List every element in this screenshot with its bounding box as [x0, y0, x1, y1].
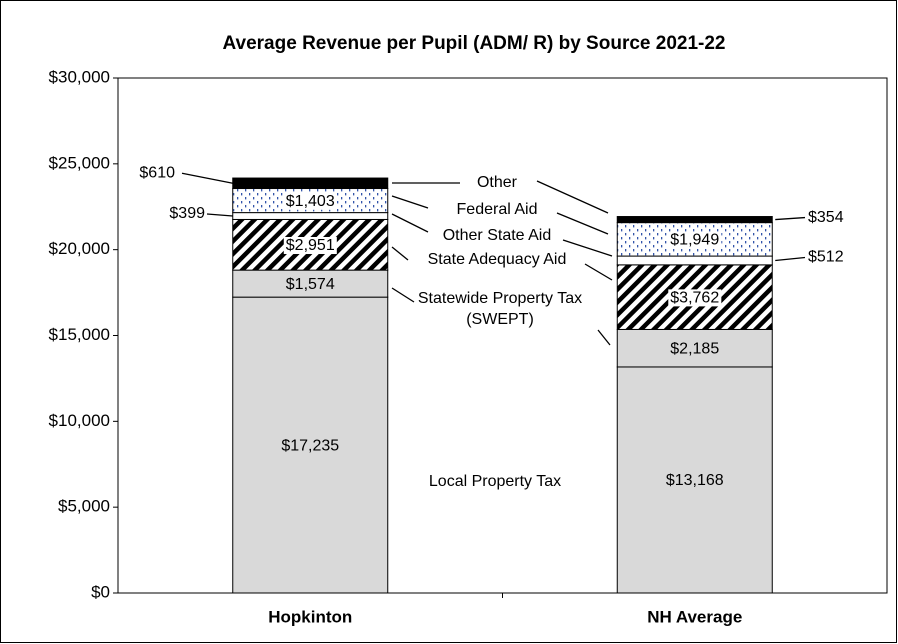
label-bg [668, 289, 722, 307]
value-label: $2,185 [670, 340, 719, 357]
value-label: $17,235 [281, 437, 339, 454]
value-label: $399 [169, 205, 205, 222]
chart-title: Average Revenue per Pupil (ADM/ R) by So… [223, 33, 726, 54]
value-label: $1,403 [286, 193, 335, 210]
bar-segment [232, 212, 389, 220]
value-label-group: $1,574 [286, 276, 335, 293]
y-tick-label: $10,000 [49, 411, 110, 430]
value-label: $2,951 [286, 237, 335, 254]
y-tick-label: $30,000 [49, 67, 110, 86]
y-tick-label: $0 [91, 582, 110, 601]
bar-segment [232, 177, 389, 190]
y-tick-label: $20,000 [49, 239, 110, 258]
value-label-group: $2,185 [670, 340, 719, 357]
y-tick-label: $15,000 [49, 325, 110, 344]
leader-line [206, 213, 233, 217]
bar-segment [616, 366, 773, 594]
bar-segment [616, 328, 773, 368]
value-label-group: $17,235 [281, 437, 339, 454]
value-label: $610 [139, 165, 175, 182]
bar-segment [232, 296, 389, 594]
label-bg [283, 237, 337, 255]
label-bg [668, 231, 722, 249]
leader-line [181, 172, 233, 184]
series-label-text: Statewide Property Tax (SWEPT) [417, 290, 583, 328]
series-label: Federal Aid [457, 201, 538, 218]
series-label: Other [477, 174, 518, 191]
value-label-group: $13,168 [666, 472, 724, 489]
leader-line [775, 256, 806, 262]
value-label: $1,574 [286, 276, 335, 293]
value-label-group: $1,949 [668, 231, 722, 249]
value-label: $13,168 [666, 472, 724, 489]
leader-line [775, 216, 806, 221]
series-label: Other State Aid [443, 227, 552, 244]
value-label: $354 [808, 209, 844, 226]
bar-segment [616, 216, 773, 224]
bar-segment [232, 269, 389, 298]
x-tick-label: Hopkinton [268, 607, 352, 626]
y-tick-label: $5,000 [58, 497, 110, 516]
value-label: $512 [808, 249, 844, 266]
x-tick-label: NH Average [647, 607, 742, 626]
series-label: Statewide Property Tax (SWEPT) [417, 290, 583, 328]
value-label: $1,949 [670, 232, 719, 249]
value-label-group: $1,403 [283, 192, 337, 210]
leader-lines [391, 180, 613, 346]
series-label: Local Property Tax [429, 473, 561, 490]
label-bg [283, 192, 337, 210]
bar-segment [616, 255, 773, 266]
value-label-group: $3,762 [668, 289, 722, 307]
value-label: $3,762 [670, 289, 719, 306]
y-tick-label: $25,000 [49, 153, 110, 172]
value-label-group: $2,951 [283, 237, 337, 255]
series-label: State Adequacy Aid [428, 251, 567, 268]
